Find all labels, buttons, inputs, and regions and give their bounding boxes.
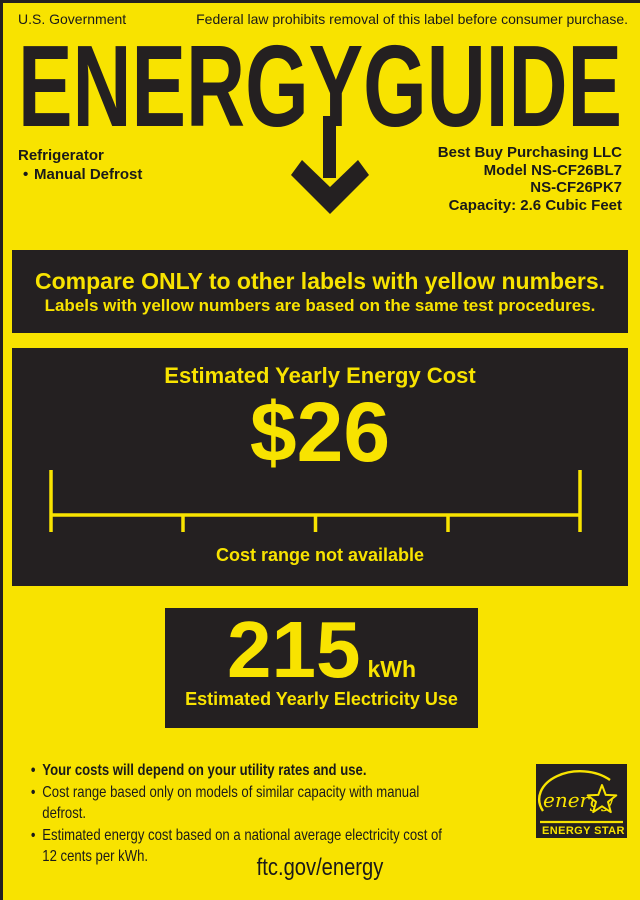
footnotes-list: Your costs will depend on your utility r… xyxy=(30,760,452,868)
compare-headline: Compare ONLY to other labels with yellow… xyxy=(34,267,605,294)
product-type-block: Refrigerator Manual Defrost xyxy=(18,146,142,184)
energy-star-logo: energy ENERGY STAR xyxy=(536,764,627,838)
footnote-national-average: Estimated energy cost based on a nationa… xyxy=(30,825,452,868)
cost-title: Estimated Yearly Energy Cost xyxy=(164,363,476,388)
footnote-cost-range: Cost range based only on models of simil… xyxy=(30,782,452,825)
capacity-text: Capacity: 2.6 Cubic Feet xyxy=(448,196,622,214)
federal-law-notice: Federal law prohibits removal of this la… xyxy=(196,11,628,27)
product-info-block: Best Buy Purchasing LLC Model NS-CF26BL7… xyxy=(438,144,622,214)
compare-subline: Labels with yellow numbers are based on … xyxy=(44,295,596,315)
usage-value: 215 xyxy=(226,605,361,694)
energy-star-caption: ENERGY STAR xyxy=(542,825,625,837)
product-feature: Manual Defrost xyxy=(18,165,142,184)
energy-star-graphic: energy ENERGY STAR xyxy=(538,770,625,837)
manufacturer-name: Best Buy Purchasing LLC xyxy=(437,144,622,161)
cost-range-scale xyxy=(49,470,582,532)
us-government-text: U.S. Government xyxy=(18,11,127,27)
electricity-use-box: 215 kWh Estimated Yearly Electricity Use xyxy=(165,608,478,728)
usage-value-row: 215 kWh xyxy=(165,605,478,694)
model-number-2: NS-CF26PK7 xyxy=(530,179,622,196)
ftc-url: ftc.gov/energy xyxy=(256,854,384,881)
yearly-energy-cost-box: Estimated Yearly Energy Cost $26 Cost ra… xyxy=(12,348,628,586)
down-arrow-icon xyxy=(291,116,369,214)
energy-star-arc xyxy=(538,770,611,812)
compare-banner: Compare ONLY to other labels with yellow… xyxy=(12,250,628,333)
label-border-top xyxy=(0,0,640,3)
energyguide-logo-text: ENERGYGUIDE xyxy=(18,44,622,151)
energyguide-logo: ENERGYGUIDE xyxy=(18,44,622,214)
product-type: Refrigerator xyxy=(18,147,104,164)
footnote-costs-depend: Your costs will depend on your utility r… xyxy=(30,760,452,782)
star-icon xyxy=(586,784,618,814)
label-border-left xyxy=(0,0,3,900)
usage-label: Estimated Yearly Electricity Use xyxy=(185,689,458,709)
usage-unit: kWh xyxy=(367,656,417,682)
cost-value: $26 xyxy=(249,385,391,479)
cost-range-note: Cost range not available xyxy=(215,545,425,565)
model-number-1: Model NS-CF26BL7 xyxy=(483,161,622,179)
